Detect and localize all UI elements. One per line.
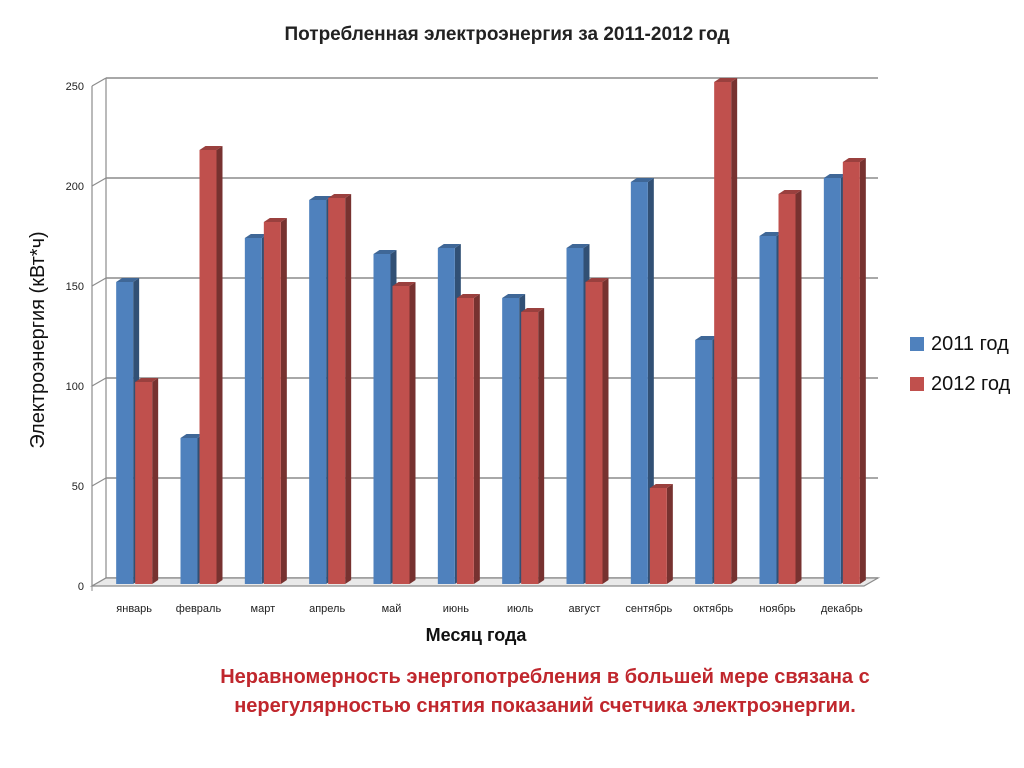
chart-title: Потребленная электроэнергия за 2011-2012… [284, 24, 729, 45]
bars [116, 78, 866, 584]
bar-2012 [456, 294, 480, 584]
x-axis-ticks: январь февраль март апрель май июнь июль август… [116, 603, 863, 615]
x-tick-label: сентябрь [625, 603, 672, 615]
y-tick-label: 200 [66, 181, 84, 193]
annotation-line-2: нерегулярностью снятия показаний счетчик… [234, 695, 856, 717]
y-tick-label: 100 [66, 381, 84, 393]
x-axis-label: Месяц года [426, 625, 528, 645]
x-tick-label: февраль [176, 603, 222, 615]
x-tick-label: апрель [309, 603, 345, 615]
x-tick-label: август [569, 603, 601, 615]
bar-2012 [263, 218, 287, 584]
x-tick-label: март [251, 603, 276, 615]
annotation-line-1: Неравномерность энергопотребления в боль… [220, 666, 870, 688]
x-tick-label: декабрь [821, 603, 863, 615]
legend-swatch [910, 377, 924, 391]
y-axis-label: Электроэнергия (кВт*ч) [27, 231, 49, 448]
y-axis-ticks: 0 50 100 150 200 250 [66, 81, 84, 593]
legend-label: 2011 год [931, 333, 1009, 355]
gridline-side [91, 177, 107, 187]
bar-2012 [135, 378, 159, 584]
bar-2012 [585, 278, 609, 584]
gridline-side [91, 377, 107, 387]
y-tick-label: 0 [78, 581, 84, 593]
x-tick-label: май [382, 603, 402, 615]
bar-2012 [199, 146, 223, 584]
chart-floor [89, 577, 881, 587]
y-tick-label: 150 [66, 281, 84, 293]
x-tick-label: июль [507, 603, 534, 615]
legend-label: 2012 год [931, 373, 1011, 395]
bar-2012 [714, 78, 738, 584]
gridline-side [91, 277, 107, 287]
gridline-side [91, 477, 107, 487]
bar-chart: Потребленная электроэнергия за 2011-2012… [27, 24, 1011, 645]
bar-2012 [778, 190, 802, 584]
bar-2012 [328, 194, 352, 584]
legend: 2011 год 2012 год [910, 333, 1011, 395]
bar-2011 [630, 178, 654, 584]
bar-2012 [521, 308, 545, 584]
x-tick-label: июнь [443, 603, 469, 615]
y-tick-label: 250 [66, 81, 84, 93]
x-tick-label: январь [116, 603, 152, 615]
annotation-note: Неравномерность энергопотребления в боль… [0, 663, 1024, 721]
bar-2012 [392, 282, 416, 584]
x-tick-label: октябрь [693, 603, 733, 615]
bar-2012 [649, 484, 673, 584]
bar-2012 [842, 158, 866, 584]
grid [89, 77, 881, 591]
legend-swatch [910, 337, 924, 351]
x-tick-label: ноябрь [759, 603, 796, 615]
gridline-side [91, 77, 107, 87]
y-tick-label: 50 [72, 481, 84, 493]
